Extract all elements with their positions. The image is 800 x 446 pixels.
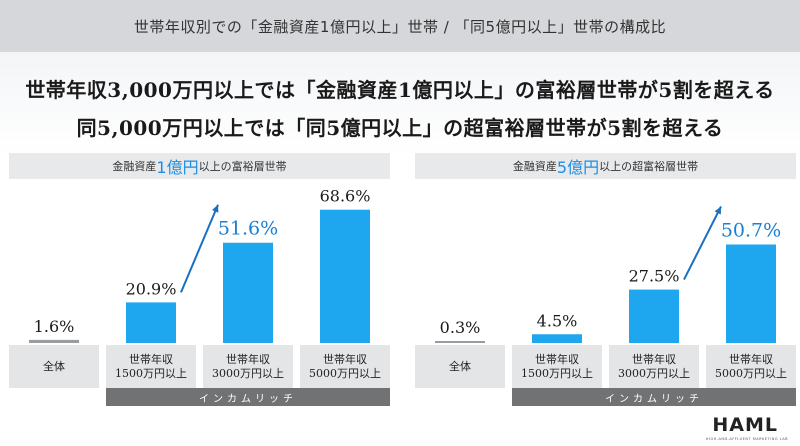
trend-arrow-head <box>211 204 219 213</box>
trend-arrow-head <box>714 206 721 215</box>
headline-line-2: 同5,000万円以上では「同5億円以上」の超富裕層世帯が5割を超える <box>76 116 724 140</box>
category-cell: 世帯年収 1500万円以上 <box>106 345 196 388</box>
chart-panel-right: 金融資産 5億円 以上の超富裕層世帯 0.3% 4.5% 27.5% 50.7% 全体 世… <box>415 153 796 406</box>
panel-title-pre: 金融資産 <box>512 160 557 173</box>
data-label: 68.6% <box>320 187 371 206</box>
category-cell: 世帯年収 3000万円以上 <box>203 345 293 388</box>
income-rich-bar-left: インカムリッチ <box>106 388 390 406</box>
chart-panel-left: 金融資産 1億円 以上の富裕層世帯 1.6% 20.9% 51.6% 68.6% 全体 世… <box>9 153 390 406</box>
category-cell: 全体 <box>9 345 99 388</box>
category-cell: 世帯年収 5000万円以上 <box>706 345 796 388</box>
data-label: 27.5% <box>629 267 680 286</box>
category-row-right: 全体 世帯年収 1500万円以上 世帯年収 3000万円以上 世帯年収 5000万円以… <box>415 345 796 388</box>
category-cell: 全体 <box>415 345 505 388</box>
bar <box>29 339 79 343</box>
bar <box>320 209 370 343</box>
data-label: 20.9% <box>126 279 177 298</box>
headline-line-1: 世帯年収3,000万円以上では「金融資産1億円以上」の富裕層世帯が5割を超える <box>25 78 775 102</box>
bar <box>629 289 679 343</box>
panel-title-post: 以上の富裕層世帯 <box>198 160 287 173</box>
panel-title-left: 金融資産 1億円 以上の富裕層世帯 <box>9 153 390 179</box>
data-label: 51.6% <box>218 218 278 240</box>
bar <box>726 244 776 343</box>
panel-title-pre: 金融資産 <box>112 160 157 173</box>
panel-title-right: 金融資産 5億円 以上の超富裕層世帯 <box>415 153 796 179</box>
haml-logo: HAML <box>712 414 778 436</box>
data-label: 4.5% <box>537 311 578 330</box>
panel-title-post: 以上の超富裕層世帯 <box>599 160 699 173</box>
bar-chart-right: 0.3% 4.5% 27.5% 50.7% <box>435 206 781 343</box>
panel-title-highlight: 5億円 <box>556 158 600 177</box>
haml-logo-subtitle: HIGH-AND-AFFLUENT MARKETING LAB <box>705 437 788 441</box>
category-cell: 世帯年収 1500万円以上 <box>512 345 602 388</box>
bar <box>223 242 273 343</box>
data-label: 1.6% <box>34 317 75 336</box>
bar <box>435 341 485 343</box>
category-cell: 世帯年収 3000万円以上 <box>609 345 699 388</box>
panel-title-highlight: 1億円 <box>156 158 199 177</box>
data-label: 0.3% <box>440 318 481 337</box>
bar-chart-left: 1.6% 20.9% 51.6% 68.6% <box>29 187 371 343</box>
trend-arrow-line <box>180 204 219 293</box>
trend-arrow-line <box>683 206 722 281</box>
data-label: 50.7% <box>721 219 781 241</box>
bar <box>126 302 176 343</box>
income-rich-bar-right: インカムリッチ <box>512 388 796 406</box>
bar <box>532 334 582 343</box>
category-cell: 世帯年収 5000万円以上 <box>300 345 390 388</box>
page-header: 世帯年収別での「金融資産1億円以上」世帯 / 「同5億円以上」世帯の構成比 <box>0 0 800 52</box>
category-row-left: 全体 世帯年収 1500万円以上 世帯年収 3000万円以上 世帯年収 5000万円以… <box>9 345 390 388</box>
page-title: 世帯年収別での「金融資産1億円以上」世帯 / 「同5億円以上」世帯の構成比 <box>133 17 667 36</box>
